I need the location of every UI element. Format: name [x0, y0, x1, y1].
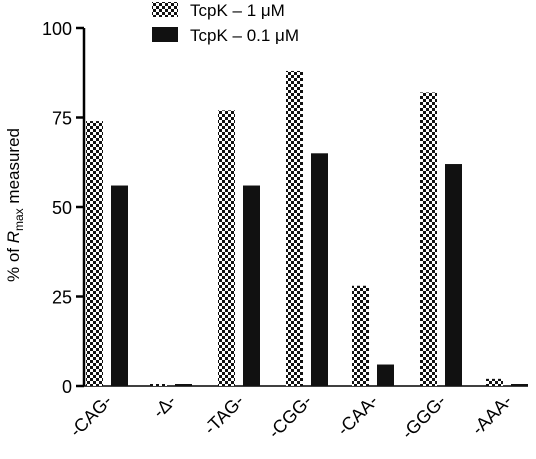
y-axis-title: % of Rmax measured [4, 128, 26, 282]
y-axis-title-subscript: max [12, 208, 26, 231]
y-axis-title-prefix: % of [4, 243, 23, 282]
bars [86, 70, 528, 387]
bar-series-1-0 [86, 121, 103, 386]
bar-series-1-2 [218, 110, 235, 386]
legend-swatch-series-2 [152, 27, 178, 42]
bar-series-2-2 [243, 185, 260, 386]
x-tick-label: -TAG- [200, 391, 248, 439]
bar-series-1-1 [150, 384, 167, 386]
bar-series-1-3 [286, 70, 303, 387]
x-tick-label: -CGG- [264, 391, 316, 443]
bar-series-2-5 [445, 164, 462, 386]
x-tick-label: -CAG- [66, 391, 116, 441]
legend: TcpK – 1 μM TcpK – 0.1 μM [152, 1, 299, 45]
y-tick-label: 100 [42, 19, 72, 39]
y-axis-title-italic: R [4, 231, 23, 243]
bar-series-2-0 [111, 185, 128, 386]
bar-series-2-1 [175, 384, 192, 386]
legend-label-series-2: TcpK – 0.1 μM [190, 26, 299, 45]
x-tick-labels: -CAG- -Δ- -TAG- -CGG- -CAA- -GGG- -AAA- [66, 391, 516, 443]
y-axis-title-suffix: measured [4, 128, 23, 208]
bar-series-1-6 [486, 378, 503, 386]
y-tick-label: 0 [62, 377, 72, 397]
y-tick-label: 50 [52, 198, 72, 218]
x-tick-label: -GGG- [398, 391, 450, 443]
bar-series-2-6 [511, 384, 528, 386]
bar-series-2-3 [311, 153, 328, 386]
bar-series-2-4 [377, 364, 394, 386]
bar-series-1-5 [420, 92, 437, 386]
x-tick-label: -CAA- [333, 391, 382, 440]
legend-label-series-1: TcpK – 1 μM [190, 1, 285, 20]
bar-series-1-4 [352, 285, 369, 386]
x-tick-label: -AAA- [468, 391, 516, 439]
y-tick-label: 75 [52, 109, 72, 129]
y-tick-label: 25 [52, 288, 72, 308]
x-tick-label: -Δ- [149, 391, 180, 422]
legend-swatch-series-1 [152, 2, 178, 17]
